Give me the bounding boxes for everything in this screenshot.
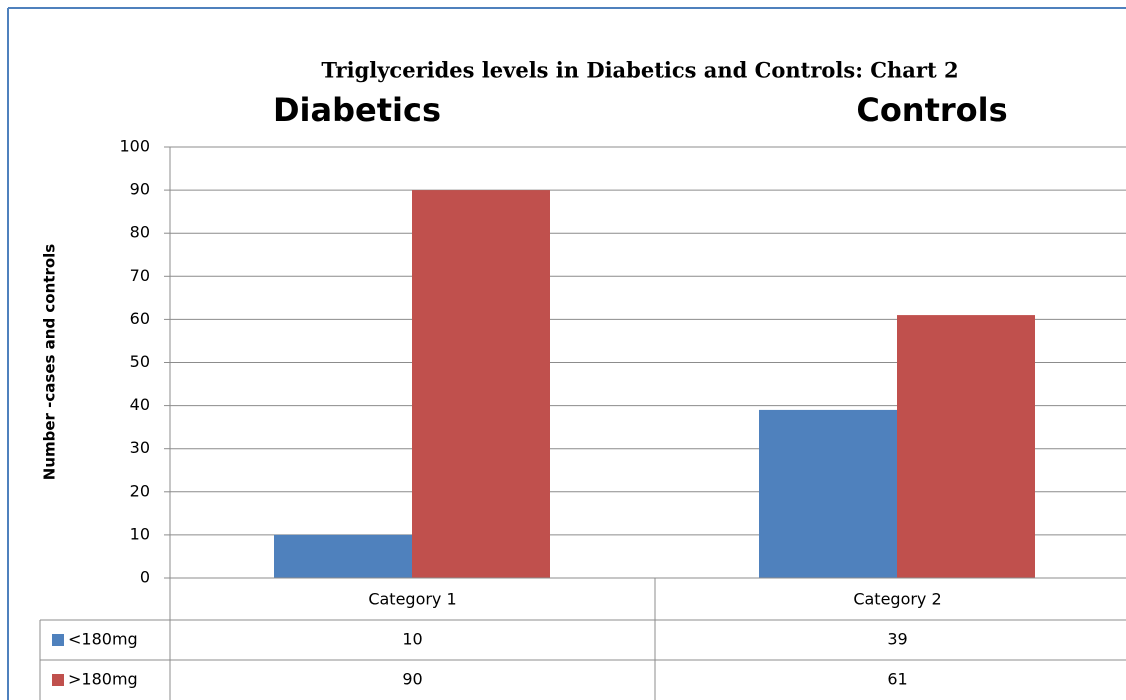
legend-label: <180mg [68,630,138,649]
x-tick-label: Category 1 [368,590,456,609]
table-value: 10 [402,630,422,649]
bar [412,190,550,578]
table-value: 39 [887,630,907,649]
y-tick-label: 0 [140,568,150,587]
y-tick-label: 40 [130,395,150,414]
y-tick-label: 50 [130,352,150,371]
table-value: 61 [887,670,907,689]
y-tick-label: 30 [130,438,150,457]
legend-swatch [52,674,64,686]
y-axis-label: Number -cases and controls [41,244,59,481]
legend-swatch [52,634,64,646]
y-tick-label: 100 [119,137,150,156]
y-tick-label: 60 [130,309,150,328]
legend-label: >180mg [68,670,138,689]
chart-title: Triglycerides levels in Diabetics and Co… [321,58,958,83]
y-tick-label: 80 [130,223,150,242]
table-value: 90 [402,670,422,689]
bar [897,315,1035,578]
bar [274,534,412,578]
bar [759,409,897,578]
annotation: Controls [856,91,1007,129]
x-tick-label: Category 2 [853,590,941,609]
y-tick-label: 90 [130,180,150,199]
annotation: Diabetics [273,91,441,129]
y-tick-label: 20 [130,481,150,500]
y-tick-label: 70 [130,266,150,285]
y-tick-label: 10 [130,524,150,543]
